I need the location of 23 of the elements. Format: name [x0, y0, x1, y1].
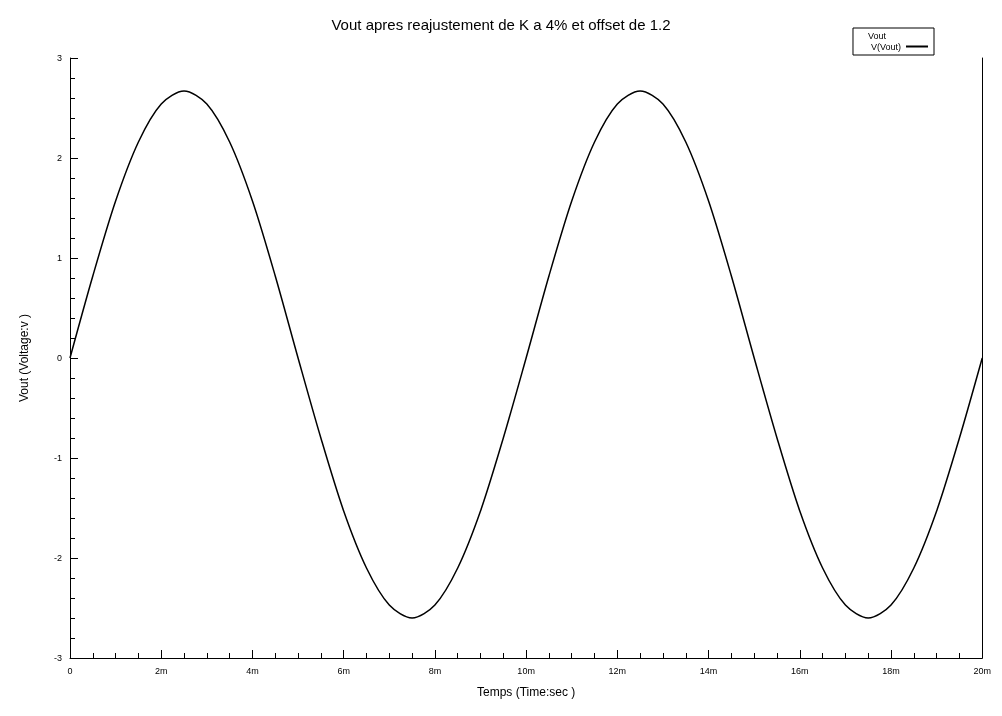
- x-tick-label: 4m: [246, 665, 259, 676]
- x-tick-label: 14m: [699, 665, 718, 676]
- x-tick-label: 0: [67, 665, 73, 676]
- x-tick-label: 6m: [337, 665, 350, 676]
- y-tick-label: 3: [56, 53, 62, 63]
- y-axis-title: Vout (Voltage:v ): [17, 313, 31, 403]
- x-tick-label: 20m: [973, 665, 991, 676]
- x-tick-label: 18m: [882, 665, 900, 676]
- x-tick-label: 12m: [608, 665, 627, 676]
- x-tick-label: 8m: [428, 665, 442, 676]
- x-tick-label: 10m: [517, 665, 535, 676]
- y-tick-label: 1: [56, 253, 62, 263]
- x-tick-label: 16m: [791, 665, 809, 676]
- y-tick-label: 2: [56, 153, 62, 163]
- legend-label: V(Vout): [870, 41, 901, 52]
- chart-title: Vout apres reajustement de K a 4% et offset de 1.2: [331, 16, 671, 33]
- y-tick-label: -2: [53, 553, 62, 563]
- y-tick-label: 0: [56, 353, 62, 363]
- legend-title: Vout: [867, 30, 887, 41]
- x-axis-title: Temps (Time:sec ): [477, 685, 576, 699]
- y-tick-label: -3: [53, 653, 62, 663]
- y-tick-label: -1: [53, 453, 62, 463]
- x-tick-label: 2m: [154, 665, 168, 676]
